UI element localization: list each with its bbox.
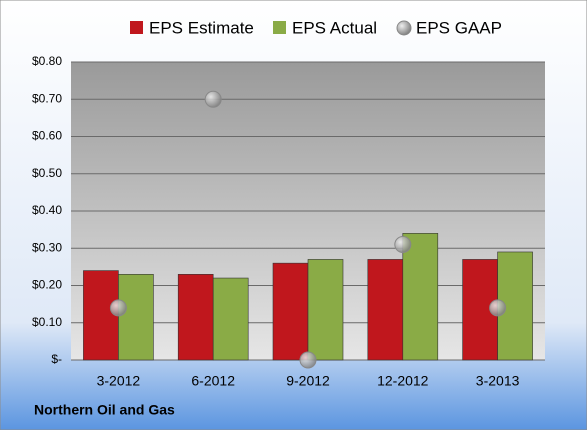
- bar: [212, 277, 249, 361]
- y-tick-label: $0.50: [32, 166, 62, 180]
- bar: [83, 270, 119, 361]
- legend-marker: [396, 20, 412, 36]
- legend-label: EPS Estimate: [149, 18, 254, 37]
- y-tick-label: $0.10: [32, 315, 62, 329]
- bar: [272, 262, 309, 361]
- bar: [177, 274, 214, 361]
- legend-label: EPS GAAP: [416, 18, 502, 37]
- legend-marker: [273, 21, 286, 34]
- y-tick-label: $-: [51, 352, 62, 366]
- legend-label: EPS Actual: [292, 18, 377, 37]
- bar: [402, 233, 439, 361]
- y-tick-label: $0.20: [32, 278, 62, 292]
- gaap-point: [299, 351, 317, 369]
- x-tick-label: 12-2012: [377, 373, 429, 389]
- y-tick-label: $0.80: [32, 54, 62, 68]
- gaap-point: [204, 90, 222, 108]
- x-tick-label: 3-2013: [476, 373, 520, 389]
- gaap-point: [489, 299, 507, 317]
- y-tick-label: $0.70: [32, 91, 62, 105]
- y-tick-label: $0.60: [32, 129, 62, 143]
- bar: [367, 259, 404, 361]
- x-tick-label: 9-2012: [286, 373, 330, 389]
- chart-title: Northern Oil and Gas: [34, 402, 175, 418]
- x-tick-label: 3-2012: [97, 373, 141, 389]
- x-tick-label: 6-2012: [191, 373, 235, 389]
- legend-marker: [130, 21, 143, 34]
- gaap-point: [394, 236, 412, 254]
- y-tick-label: $0.40: [32, 203, 62, 217]
- y-tick-label: $0.30: [32, 240, 62, 254]
- bar: [118, 274, 154, 361]
- bar: [307, 259, 344, 361]
- gaap-point: [109, 299, 127, 317]
